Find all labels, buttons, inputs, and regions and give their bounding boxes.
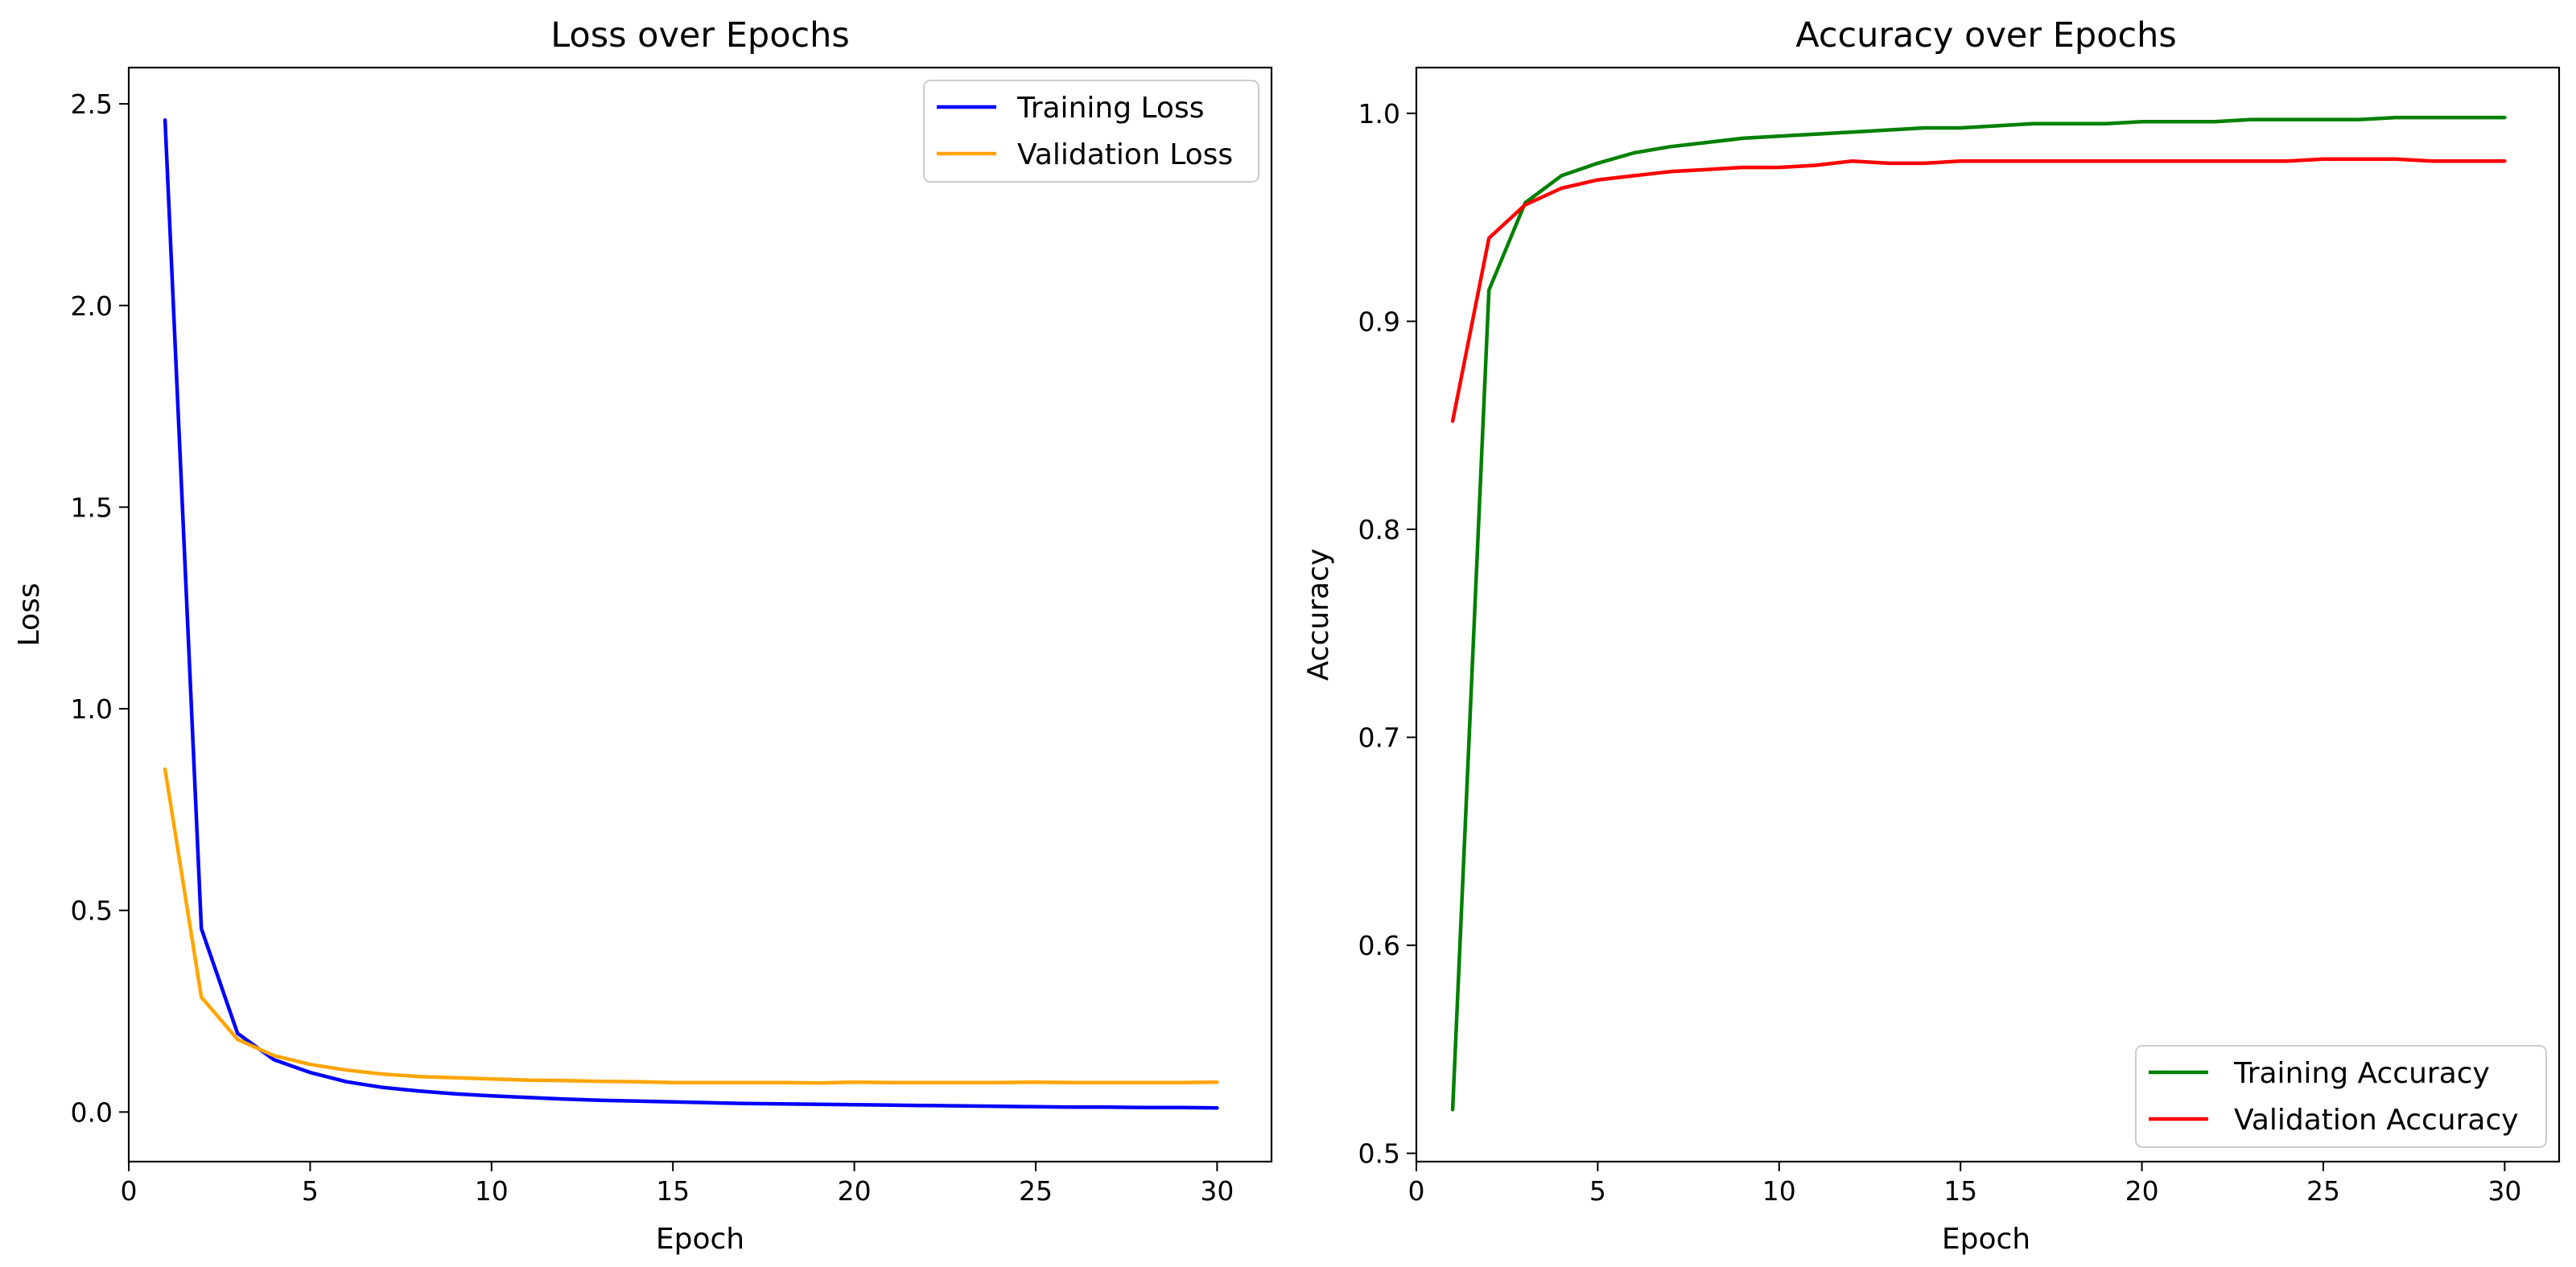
- accuracy-axes-frame: [1415, 66, 2561, 1163]
- accuracy-x-tick-label: 15: [1943, 1175, 1977, 1207]
- accuracy-y-ticks: 0.5 0.6 0.7 0.8 0.9 1.0: [1358, 98, 1416, 1170]
- loss-x-axis-label: Epoch: [656, 1223, 744, 1256]
- loss-x-tick-label: 5: [302, 1175, 319, 1207]
- accuracy-y-tick-label: 0.8: [1358, 514, 1400, 545]
- loss-legend-box: [923, 80, 1259, 183]
- series-line-validation-loss: [163, 767, 1219, 1085]
- accuracy-x-ticks: 0 5 10 15 20 25 30: [1408, 1162, 2521, 1207]
- accuracy-y-axis-label: Accuracy: [1302, 549, 1335, 681]
- legend-label-training-accuracy: Training Accuracy: [2233, 1057, 2490, 1090]
- loss-plot-area: [163, 117, 1219, 1110]
- accuracy-x-tick-label: 10: [1762, 1175, 1796, 1207]
- accuracy-x-tick-label: 20: [2125, 1175, 2159, 1207]
- series-line-training-loss: [163, 117, 1219, 1110]
- loss-x-tick-label: 10: [475, 1175, 509, 1207]
- loss-y-tick-label: 1.0: [71, 693, 113, 725]
- accuracy-x-axis-label: Epoch: [1942, 1223, 2030, 1256]
- loss-axes-frame: [127, 66, 1273, 1163]
- accuracy-y-tick-label: 0.6: [1358, 930, 1400, 961]
- loss-y-ticks: 0.0 0.5 1.0 1.5 2.0 2.5: [71, 88, 129, 1128]
- accuracy-chart-title: Accuracy over Epochs: [1795, 15, 2177, 56]
- loss-y-tick-label: 0.0: [71, 1096, 113, 1128]
- loss-y-tick-label: 2.0: [71, 290, 113, 322]
- loss-legend: Training Loss Validation Loss: [923, 80, 1259, 183]
- legend-label-validation-accuracy: Validation Accuracy: [2234, 1104, 2519, 1137]
- series-line-validation-accuracy: [1450, 157, 2507, 423]
- legend-label-training-loss: Training Loss: [1016, 92, 1204, 125]
- loss-x-tick-label: 30: [1200, 1175, 1234, 1207]
- series-line-training-accuracy: [1450, 115, 2507, 1112]
- accuracy-x-tick-label: 30: [2487, 1175, 2521, 1207]
- accuracy-x-tick-label: 0: [1408, 1175, 1425, 1207]
- accuracy-y-tick-label: 0.7: [1358, 722, 1400, 754]
- accuracy-y-tick-label: 0.9: [1358, 306, 1400, 337]
- accuracy-x-tick-label: 25: [2306, 1175, 2340, 1207]
- loss-y-axis-label: Loss: [13, 583, 46, 647]
- accuracy-legend: Training Accuracy Validation Accuracy: [2135, 1045, 2547, 1148]
- loss-chart: Loss over Epochs 0 5 10 15 20 25 30 0.0 0.5 1.0 1…: [13, 15, 1273, 1256]
- accuracy-x-tick-label: 5: [1589, 1175, 1606, 1207]
- loss-y-tick-label: 0.5: [71, 895, 113, 927]
- loss-x-tick-label: 0: [121, 1175, 138, 1207]
- loss-x-tick-label: 15: [656, 1175, 690, 1207]
- loss-x-tick-label: 25: [1019, 1175, 1053, 1207]
- accuracy-y-tick-label: 1.0: [1358, 98, 1400, 130]
- accuracy-chart: Accuracy over Epochs 0 5 10 15 20 25 30 0.5 0.6…: [1302, 15, 2561, 1256]
- loss-y-tick-label: 2.5: [71, 88, 113, 120]
- loss-x-tick-label: 20: [838, 1175, 872, 1207]
- loss-y-tick-label: 1.5: [71, 492, 113, 523]
- accuracy-legend-box: [2135, 1045, 2547, 1148]
- accuracy-plot-area: [1450, 115, 2507, 1112]
- loss-x-ticks: 0 5 10 15 20 25 30: [121, 1162, 1234, 1207]
- legend-label-validation-loss: Validation Loss: [1017, 138, 1233, 171]
- loss-chart-title: Loss over Epochs: [550, 15, 850, 56]
- accuracy-y-tick-label: 0.5: [1358, 1138, 1400, 1170]
